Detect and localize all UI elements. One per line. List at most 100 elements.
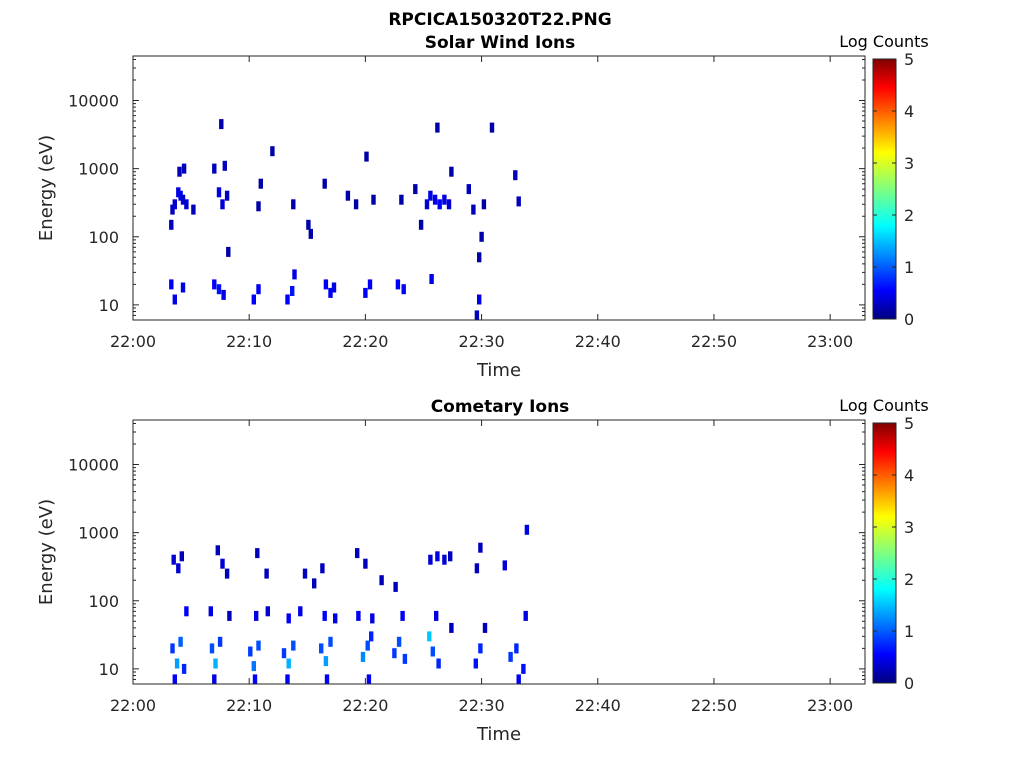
heatmap-cell xyxy=(395,279,401,290)
plot-frame xyxy=(132,419,866,685)
heatmap-cell xyxy=(209,643,215,654)
heatmap-cell xyxy=(248,646,253,657)
colorbar-tick-label: 5 xyxy=(904,414,914,433)
heatmap-cell xyxy=(428,554,433,565)
heatmap-cell xyxy=(399,194,404,205)
x-tick-label: 22:20 xyxy=(342,696,388,715)
colorbar-label: Log Counts xyxy=(839,396,929,415)
heatmap-cell xyxy=(427,631,432,642)
colorbar-tick-label: 3 xyxy=(904,154,914,173)
y-tick-label: 100 xyxy=(88,592,119,611)
y-tick-label: 1000 xyxy=(78,524,119,543)
heatmap-cell xyxy=(502,560,507,571)
heatmap-cell xyxy=(331,282,337,293)
heatmap-cell xyxy=(429,274,434,284)
heatmap-cell xyxy=(191,204,196,215)
heatmap-cell xyxy=(213,658,218,669)
heatmap-cell xyxy=(333,613,338,624)
heatmap-cell xyxy=(466,184,471,195)
heatmap-cell xyxy=(524,524,530,535)
heatmap-cell xyxy=(365,640,370,651)
heatmap-cell xyxy=(212,674,217,685)
heatmap-cell xyxy=(477,294,482,305)
colorbar-tick-label: 2 xyxy=(904,206,914,225)
colorbar xyxy=(872,422,897,684)
heatmap-cell xyxy=(328,636,333,647)
heatmap-cell xyxy=(322,178,327,189)
heatmap-cell xyxy=(169,219,174,230)
heatmap-cell xyxy=(224,568,230,579)
heatmap-cell xyxy=(371,194,376,205)
y-tick-label: 10000 xyxy=(68,456,119,475)
heatmap-cell xyxy=(471,204,476,215)
heatmap-cell xyxy=(449,622,454,633)
heatmap-cell xyxy=(256,640,261,651)
colorbar-tick-label: 0 xyxy=(904,310,914,329)
heatmap-cell xyxy=(208,606,213,617)
heatmap-cell xyxy=(364,151,369,162)
heatmap-cell xyxy=(322,610,327,621)
heatmap-cell xyxy=(323,279,329,290)
heatmap-cell xyxy=(291,199,296,210)
heatmap-cell xyxy=(366,674,372,685)
heatmap-cell xyxy=(258,178,263,189)
heatmap-cell xyxy=(356,610,361,621)
heatmap-cell xyxy=(474,310,480,321)
heatmap-cell xyxy=(181,663,187,674)
heatmap-cell xyxy=(435,551,440,562)
heatmap-cell xyxy=(442,194,447,205)
x-tick-label: 22:00 xyxy=(110,696,156,715)
heatmap-cell xyxy=(256,201,261,212)
heatmap-cell xyxy=(172,199,177,210)
heatmap-cell xyxy=(255,548,260,559)
heatmap-cell xyxy=(226,246,231,257)
heatmap-cell xyxy=(212,163,217,174)
x-tick-label: 23:00 xyxy=(807,696,853,715)
heatmap-cell xyxy=(265,606,270,617)
heatmap-cell xyxy=(286,658,291,669)
colorbar-tick-label: 1 xyxy=(904,622,914,641)
heatmap-cell xyxy=(224,190,230,201)
x-ticks: 22:00 22:10 22:20 22:30 22:40 22:50 23:00 xyxy=(110,56,853,351)
heatmap-cell xyxy=(285,674,290,685)
y-tick-label: 1000 xyxy=(78,160,119,179)
heatmap-cell xyxy=(508,651,513,662)
heatmap-cell xyxy=(181,163,187,174)
colorbar-tick-label: 2 xyxy=(904,570,914,589)
colorbar-tick-label: 3 xyxy=(904,518,914,537)
heatmap-cell xyxy=(298,606,303,617)
heatmap-cell xyxy=(178,636,183,647)
y-tick-label: 10000 xyxy=(68,92,119,111)
x-tick-label: 22:10 xyxy=(226,696,272,715)
heatmap-cell xyxy=(290,286,295,296)
heatmap-cell xyxy=(328,287,333,298)
heatmap-cell xyxy=(217,636,223,647)
heatmap-cell xyxy=(306,219,311,230)
heatmap-cell xyxy=(448,551,453,562)
heatmap-cell xyxy=(401,284,406,295)
colorbar-tick-label: 5 xyxy=(904,50,914,69)
y-tick-label: 10 xyxy=(99,296,119,315)
y-axis-label: Energy (eV) xyxy=(36,135,57,241)
heatmap-cell xyxy=(353,199,359,210)
y-tick-label: 100 xyxy=(88,228,119,247)
heatmap-cell xyxy=(473,658,478,669)
x-axis-label: Time xyxy=(476,724,521,745)
heatmap-cell xyxy=(424,199,430,210)
heatmap-cell xyxy=(434,610,439,621)
heatmap-cell xyxy=(521,663,526,674)
heatmap-cell xyxy=(170,643,175,654)
heatmap-cell xyxy=(478,643,483,654)
heatmap-cell xyxy=(479,231,484,242)
heatmap-cell xyxy=(180,282,186,293)
heatmap-cell xyxy=(400,610,405,621)
colorbar-ticks: 0 1 2 3 4 5 xyxy=(873,50,914,329)
x-tick-label: 22:00 xyxy=(110,332,156,351)
chart-title: Solar Wind Ions xyxy=(425,33,576,53)
colorbar-tick-label: 0 xyxy=(904,674,914,693)
heatmap-cell xyxy=(516,674,521,685)
heatmap-cell xyxy=(312,578,317,589)
heatmap-cell xyxy=(477,252,482,263)
heatmap-cell xyxy=(220,558,225,569)
